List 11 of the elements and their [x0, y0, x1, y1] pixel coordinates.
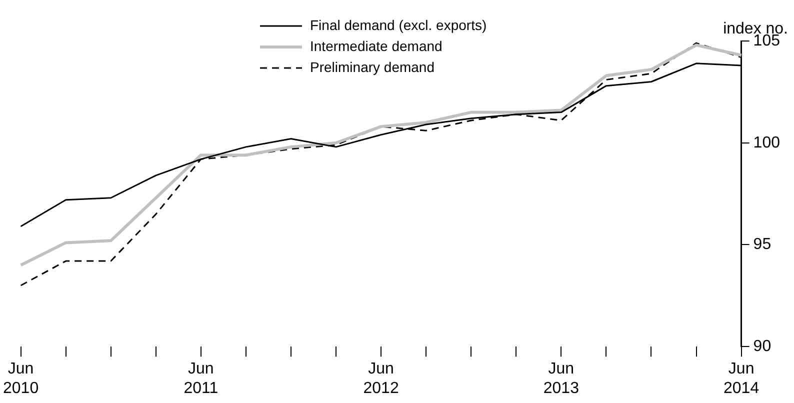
y-tick-label: 95 [753, 236, 772, 254]
legend-label: Preliminary demand [310, 58, 434, 75]
y-tick-label: 100 [753, 134, 780, 152]
x-tick-label: Jun 2010 [3, 360, 39, 397]
y-tick-label: 90 [753, 338, 772, 356]
x-tick-label: Jun 2011 [184, 360, 218, 397]
x-tick-label: Jun 2014 [724, 360, 760, 397]
legend-label: Final demand (excl. exports) [310, 16, 487, 33]
x-tick-label: Jun 2012 [363, 360, 399, 397]
x-tick-label: Jun 2013 [543, 360, 580, 397]
legend-label: Intermediate demand [310, 38, 442, 54]
